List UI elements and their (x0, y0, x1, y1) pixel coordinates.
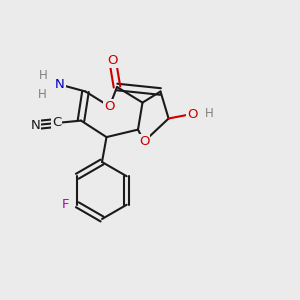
Text: H: H (38, 88, 46, 101)
Text: O: O (187, 107, 197, 121)
Text: O: O (104, 100, 115, 113)
Text: C: C (52, 116, 61, 130)
Text: H: H (38, 69, 47, 82)
Text: O: O (139, 135, 149, 148)
Text: N: N (31, 118, 40, 132)
Text: F: F (62, 198, 70, 211)
Text: N: N (55, 78, 65, 91)
Text: H: H (205, 107, 214, 120)
Text: O: O (107, 53, 118, 67)
